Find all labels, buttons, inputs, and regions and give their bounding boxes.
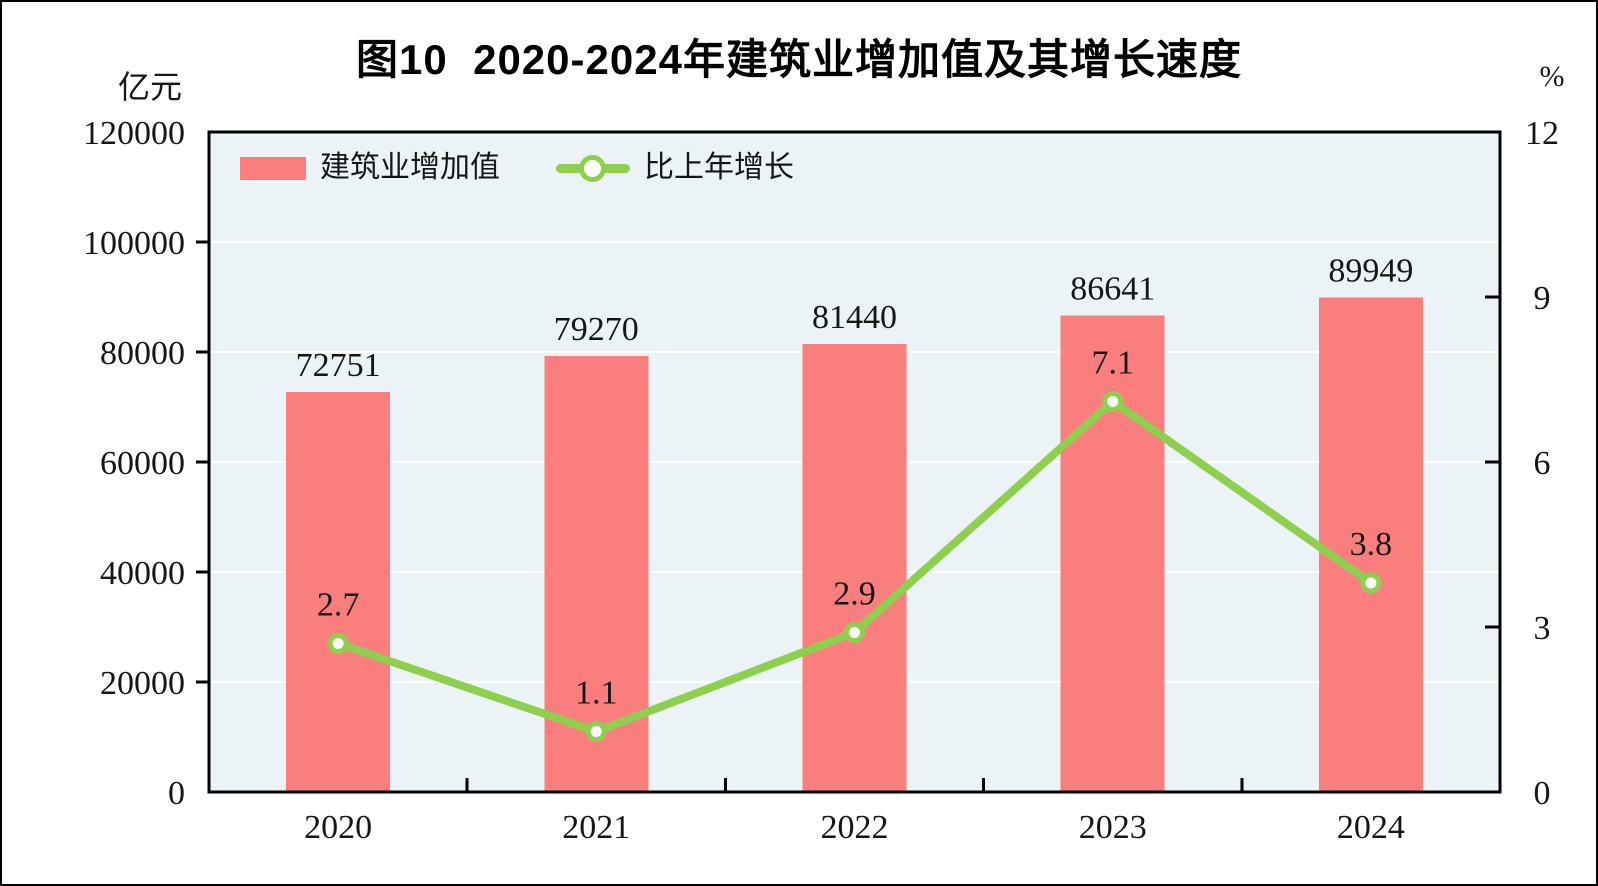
right-axis-tick-label: 12	[1525, 115, 1559, 152]
bar-value-label: 86641	[1070, 270, 1155, 307]
legend-bar-swatch	[240, 156, 306, 180]
legend-line-swatch	[556, 154, 630, 182]
right-axis-tick-label: 9	[1534, 280, 1551, 317]
line-value-label: 1.1	[575, 675, 618, 712]
left-axis-tick-label: 20000	[100, 665, 185, 702]
bar-2020	[286, 391, 391, 792]
line-value-label: 3.8	[1350, 526, 1393, 563]
left-axis-tick-label: 100000	[83, 225, 185, 262]
x-axis-category-label: 2021	[562, 809, 630, 846]
left-axis-tick-label: 80000	[100, 335, 185, 372]
right-axis-unit-label: %	[1539, 60, 1565, 93]
line-value-label: 2.7	[317, 587, 360, 624]
line-value-label: 2.9	[833, 576, 876, 613]
left-axis-unit-label: 亿元	[117, 69, 182, 105]
line-marker-2024	[1360, 572, 1382, 594]
line-marker-2020	[327, 633, 349, 654]
bar-value-label: 81440	[812, 299, 897, 336]
chart-legend: 建筑业增加值 比上年增长	[240, 153, 794, 183]
right-axis-tick-label: 6	[1534, 445, 1551, 482]
legend-line-marker-icon	[579, 154, 606, 182]
left-axis-tick-label: 0	[168, 775, 185, 812]
legend-bar-label: 建筑业增加值	[320, 151, 500, 184]
legend-line-label: 比上年增长	[644, 151, 794, 184]
x-axis-category-label: 2023	[1079, 809, 1147, 846]
left-axis-tick-label: 60000	[100, 445, 185, 482]
left-axis-tick-label: 40000	[100, 555, 185, 592]
left-axis-tick-label: 120000	[83, 115, 185, 152]
right-axis-tick-label: 3	[1534, 610, 1551, 647]
x-axis-category-label: 2020	[304, 809, 372, 846]
line-value-label: 7.1	[1091, 345, 1134, 382]
bar-2024	[1318, 297, 1423, 792]
line-marker-2023	[1102, 391, 1124, 412]
chart-title: 图10 2020-2024年建筑业增加值及其增长速度	[356, 36, 1242, 83]
bar-value-label: 79270	[554, 311, 639, 348]
bar-value-label: 72751	[296, 347, 381, 384]
x-axis-category-label: 2022	[821, 809, 889, 846]
line-marker-2021	[585, 721, 607, 742]
bar-2023	[1060, 315, 1165, 792]
line-marker-2022	[844, 622, 865, 643]
bar-2022	[802, 344, 907, 792]
right-axis-tick-label: 0	[1534, 775, 1551, 812]
x-axis-category-label: 2024	[1337, 809, 1405, 846]
bar-value-label: 89949	[1328, 252, 1413, 289]
